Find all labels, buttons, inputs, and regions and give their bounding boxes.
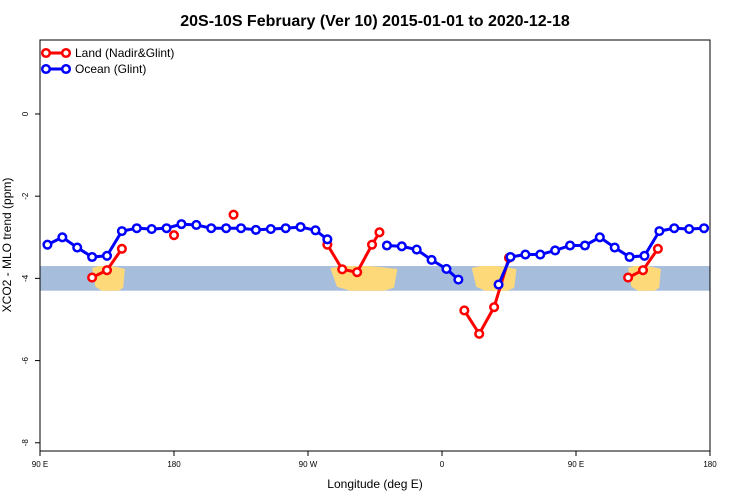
series-land-point-13 xyxy=(637,265,649,276)
x-axis: 90 E 180 90 W 0 90 E 180 xyxy=(32,451,717,469)
x-tick-label-1: 180 xyxy=(167,460,181,469)
series-ocean-point-2 xyxy=(72,242,83,253)
series-ocean-point-5 xyxy=(116,226,127,237)
series-ocean-point-16 xyxy=(280,223,291,234)
series-ocean-point-30 xyxy=(550,245,561,256)
series-ocean-point-26 xyxy=(493,279,504,290)
series-land-point-12 xyxy=(623,272,634,283)
series-land-point-1 xyxy=(101,265,113,276)
x-tick-label-3: 0 xyxy=(440,460,445,469)
series-land-point-16 xyxy=(228,209,239,220)
series-ocean-point-8 xyxy=(161,223,172,234)
series-land-point-10 xyxy=(489,302,500,313)
legend-label-land: Land (Nadir&Glint) xyxy=(75,46,174,60)
series-ocean-point-18 xyxy=(310,225,321,236)
series-ocean-point-1 xyxy=(57,232,68,243)
series-ocean-point-9 xyxy=(176,219,187,230)
x-tick-label-4: 90 E xyxy=(568,460,584,469)
series-ocean-point-36 xyxy=(639,250,650,261)
y-tick-label-1: -2 xyxy=(21,192,30,200)
legend-marker-land-left xyxy=(40,47,52,59)
series-ocean-point-23 xyxy=(426,254,437,265)
series-land-point-6 xyxy=(366,239,378,250)
y-axis: 0 -2 -4 -6 -8 xyxy=(21,111,40,446)
series-ocean-point-13 xyxy=(235,223,247,234)
series-land-point-14 xyxy=(652,243,663,254)
series-land-point-0 xyxy=(87,272,98,283)
series-ocean-point-12 xyxy=(221,223,232,234)
series-ocean-point-31 xyxy=(564,240,576,251)
series-land-point-9 xyxy=(474,328,485,339)
landmask-land-2 xyxy=(471,266,517,291)
series-ocean-point-0 xyxy=(42,239,53,250)
series-land-point-5 xyxy=(352,267,363,278)
series-ocean-point-3 xyxy=(87,251,98,263)
series-land-point-2 xyxy=(116,243,127,254)
x-tick-label-0: 90 E xyxy=(32,460,48,469)
series-land-point-7 xyxy=(374,227,385,238)
series-ocean-point-20 xyxy=(381,240,392,251)
series-ocean-point-28 xyxy=(520,249,531,260)
legend-marker-land-right xyxy=(60,47,72,59)
y-tick-label-4: -8 xyxy=(21,439,30,447)
series-ocean-point-35 xyxy=(624,251,635,263)
x-tick-label-5: 180 xyxy=(703,460,717,469)
series-ocean-point-29 xyxy=(535,249,546,260)
landmask-land-1 xyxy=(330,266,398,291)
legend-marker-ocean-right xyxy=(60,63,72,75)
series-ocean-point-38 xyxy=(669,223,680,234)
legend-label-ocean: Ocean (Glint) xyxy=(75,62,146,76)
series-group xyxy=(42,209,710,339)
series-ocean-point-21 xyxy=(396,241,407,252)
legend-marker-ocean-left xyxy=(40,63,52,75)
y-tick-label-3: -6 xyxy=(21,356,30,364)
series-ocean-point-25 xyxy=(453,274,464,285)
series-ocean-point-37 xyxy=(654,226,665,237)
series-ocean-point-11 xyxy=(206,223,217,234)
landmask-band xyxy=(40,266,710,291)
series-ocean-point-14 xyxy=(250,224,261,235)
series-land-point-15 xyxy=(168,230,180,241)
series-ocean-point-40 xyxy=(698,223,710,234)
series-ocean-point-10 xyxy=(191,219,202,230)
series-ocean-point-22 xyxy=(411,244,422,255)
series-ocean-point-19 xyxy=(322,234,333,245)
series-ocean-point-17 xyxy=(295,221,306,233)
x-axis-label: Longitude (deg E) xyxy=(327,477,422,491)
series-ocean-point-7 xyxy=(146,224,157,235)
series-ocean-point-27 xyxy=(505,251,516,263)
y-tick-label-2: -4 xyxy=(21,274,30,282)
legend: Land (Nadir&Glint) Ocean (Glint) xyxy=(40,46,174,76)
series-ocean-point-6 xyxy=(131,223,142,234)
series-ocean-point-34 xyxy=(609,242,620,253)
chart-title: 20S-10S February (Ver 10) 2015-01-01 to … xyxy=(180,13,570,30)
series-ocean-point-32 xyxy=(579,240,590,251)
series-ocean-point-15 xyxy=(265,224,276,235)
series-ocean-point-24 xyxy=(441,263,452,274)
y-tick-label-0: 0 xyxy=(21,111,30,116)
series-ocean-point-39 xyxy=(684,224,695,235)
series-land-point-8 xyxy=(459,305,470,316)
series-land-point-4 xyxy=(337,264,348,275)
series-ocean-point-4 xyxy=(101,250,113,261)
y-axis-label: XCO2 - MLO trend (ppm) xyxy=(0,178,14,313)
series-ocean-point-33 xyxy=(594,232,605,243)
x-tick-label-2: 90 W xyxy=(299,460,318,469)
plot-frame xyxy=(39,39,711,452)
